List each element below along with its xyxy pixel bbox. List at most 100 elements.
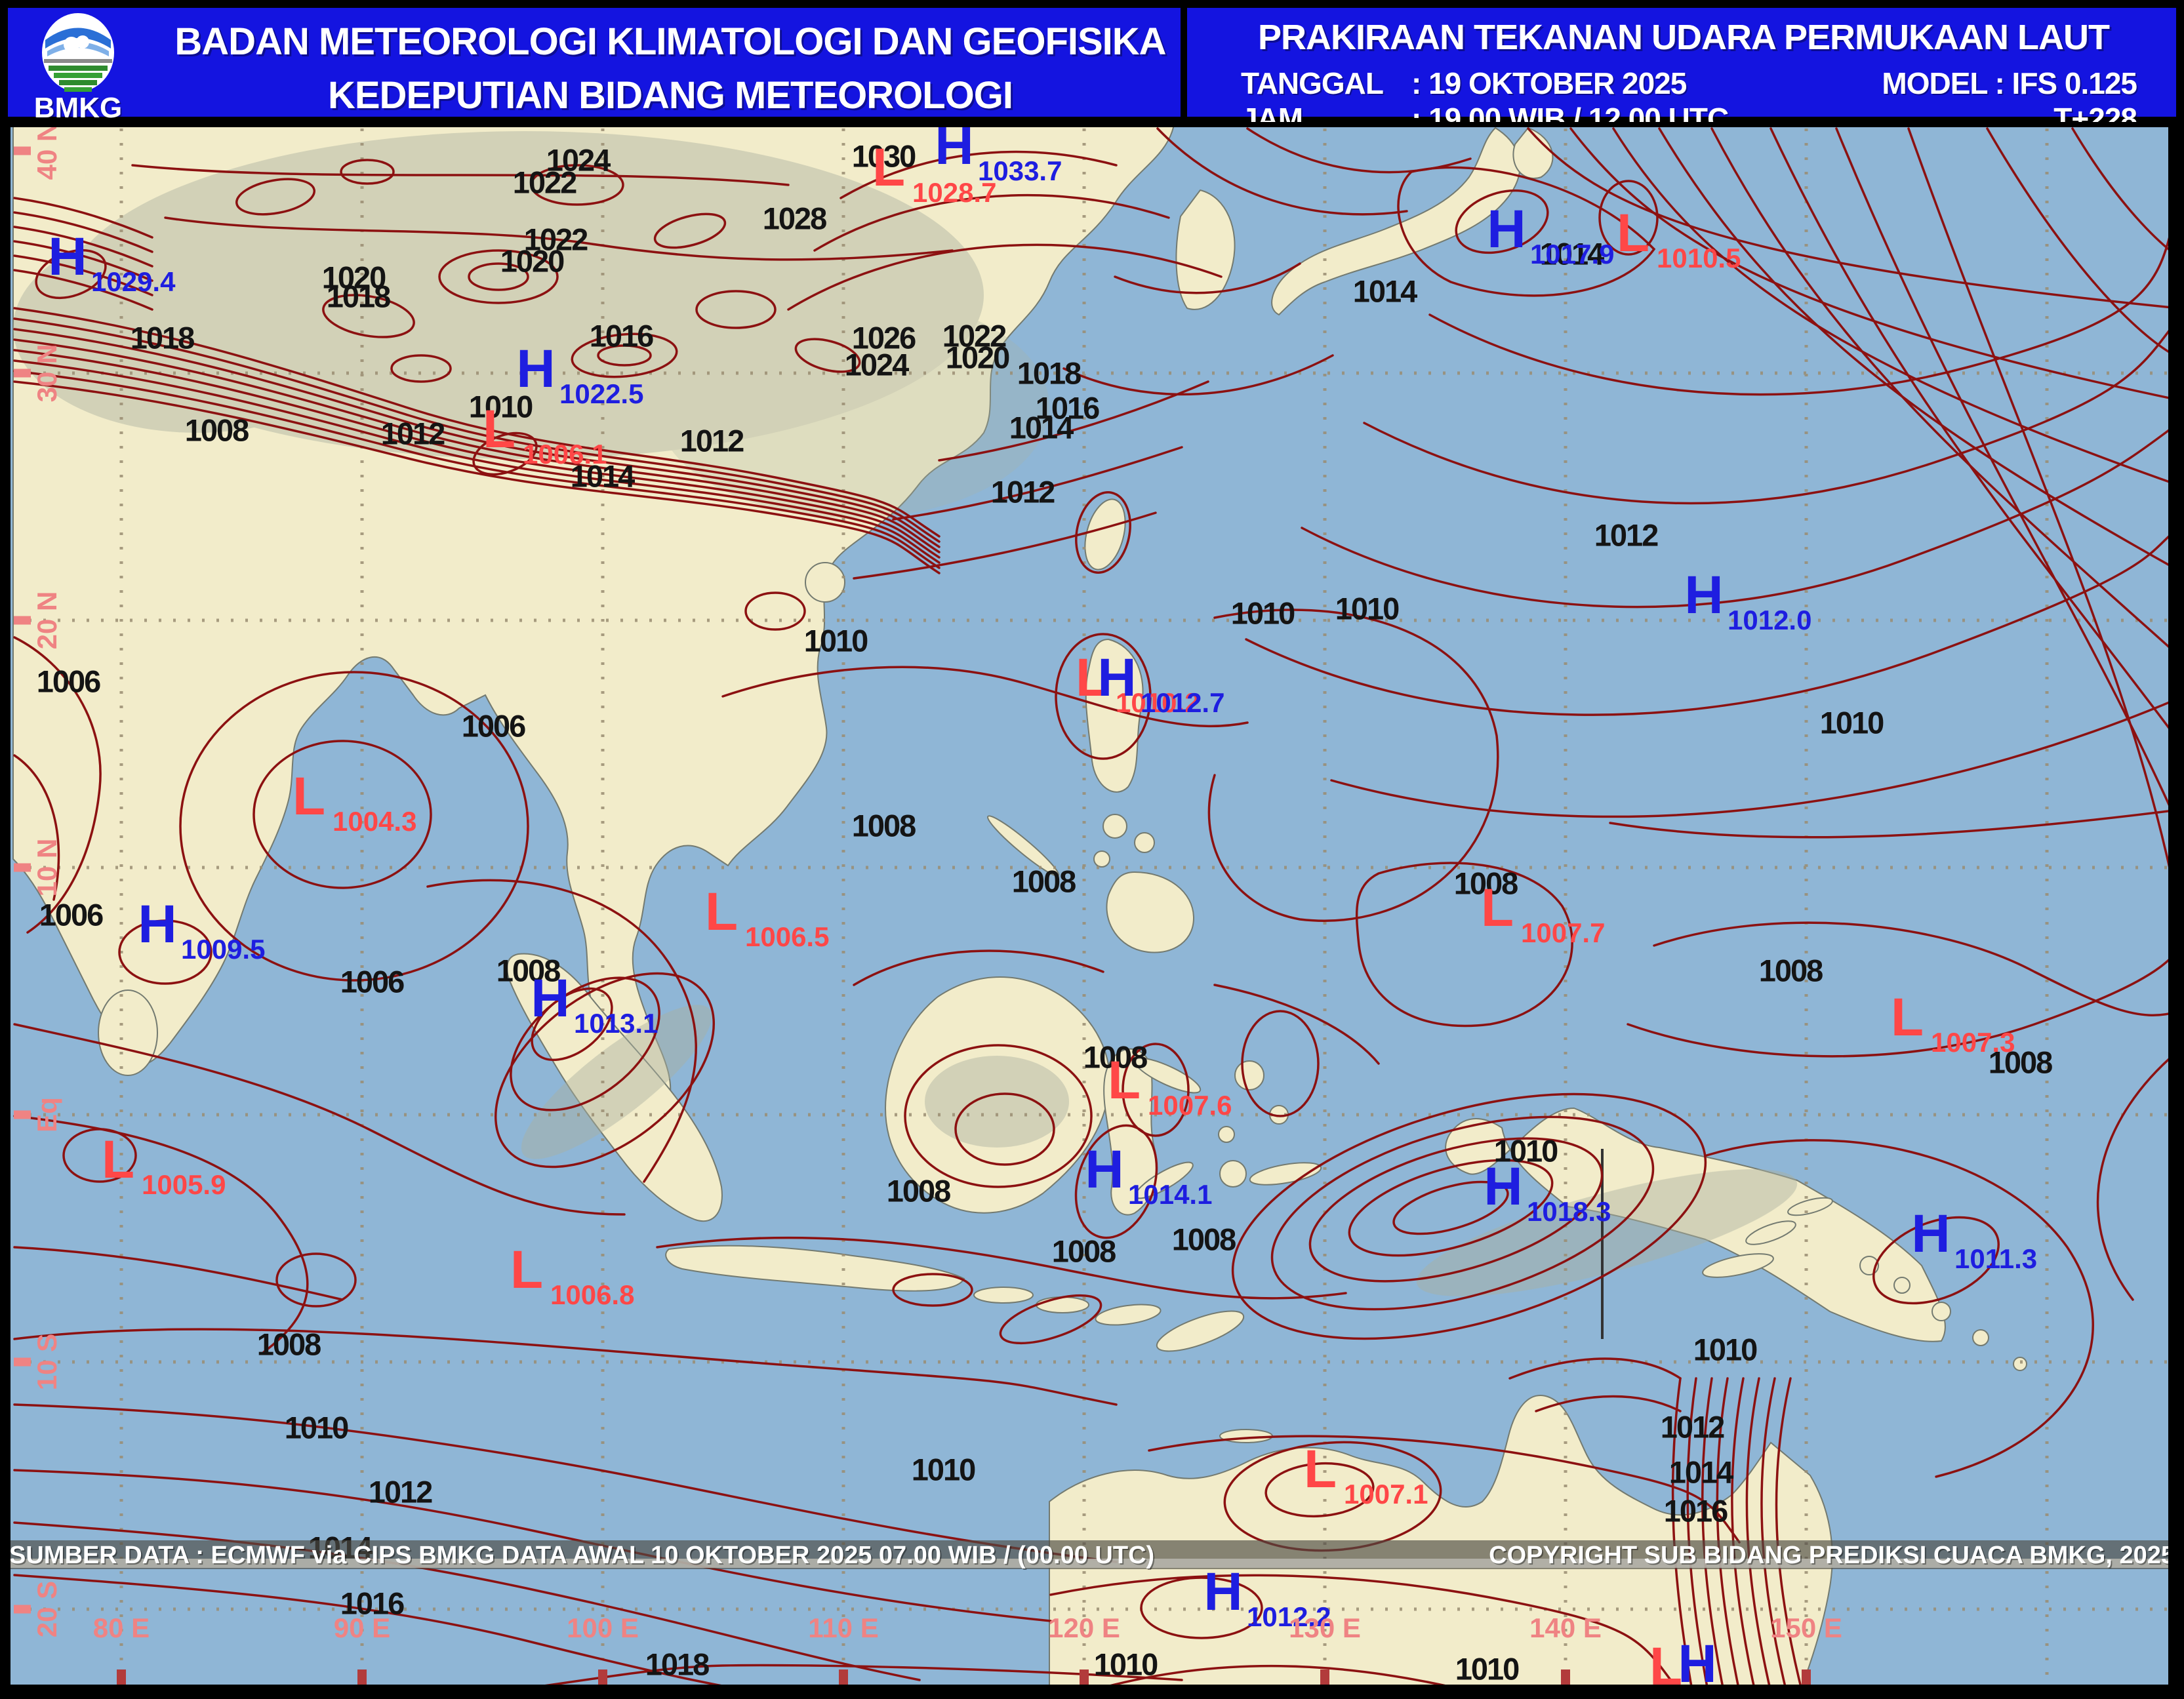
isobar-label: 1012: [990, 474, 1056, 510]
isobar-label: 1022: [523, 222, 589, 257]
low-marker: L: [1616, 203, 1650, 263]
coastline-java: [665, 1245, 965, 1292]
high-marker: H: [531, 969, 570, 1028]
low-marker: L: [1303, 1439, 1337, 1499]
low-value: 1028.7: [912, 177, 997, 208]
isobar-label: 1026: [851, 320, 917, 355]
basemap: [10, 127, 2168, 1685]
high-value: 1017.9: [1530, 239, 1615, 270]
isobar-label: 1008: [851, 808, 917, 843]
high-marker: H: [1911, 1204, 1951, 1264]
terrain-shading: [13, 131, 1798, 1296]
coastline-luzon: [1085, 638, 1144, 793]
latitude-label: 20 S: [31, 1580, 62, 1638]
isobar-label: 1016: [1663, 1493, 1729, 1529]
low-value: 1007.1: [1344, 1479, 1428, 1509]
isobar-label: 1030: [851, 138, 917, 174]
low-marker: L: [101, 1130, 135, 1189]
coastline-sakhalin: [1512, 127, 1554, 179]
isobar-label: 1008: [1083, 1039, 1148, 1075]
isobar-label: 1008: [886, 1173, 952, 1209]
grid-tick: [14, 1357, 31, 1367]
coastline-palawan: [986, 815, 1060, 877]
isobar-label: 1018: [326, 279, 392, 314]
coastline-sumatra: [506, 953, 723, 1222]
isobar-label: 1010: [284, 1410, 350, 1445]
grid-tick: [839, 1669, 848, 1685]
high-marker: H: [1678, 1634, 1717, 1690]
isobar-label: 1010: [1493, 1133, 1559, 1169]
graticule: [14, 129, 2168, 1685]
grid-tick: [1561, 1669, 1570, 1685]
grid-tick: [14, 863, 31, 872]
isobar-label: 1012: [679, 423, 745, 458]
logo-caption: BMKG: [33, 92, 123, 124]
date-row: TANGGAL: 19 OKTOBER 2025: [1241, 66, 1687, 101]
isobar-label: 1012: [1594, 517, 1659, 553]
low-marker: L: [1107, 1050, 1141, 1110]
low-marker: L: [292, 767, 326, 826]
isobar-label: 1010: [1335, 591, 1400, 626]
coastline-korea: [1175, 189, 1236, 310]
high-marker: H: [1203, 1562, 1243, 1622]
longitude-label: 100 E: [567, 1612, 639, 1643]
low-marker: L: [482, 399, 516, 459]
coastline-mindanao: [1106, 871, 1195, 953]
high-marker: H: [48, 227, 87, 287]
isobar-label: 1020: [500, 243, 565, 279]
high-value: 1012.2: [1247, 1601, 1331, 1632]
high-value: 1018.3: [1527, 1196, 1611, 1227]
coastline-hainan: [805, 562, 845, 603]
grid-tick: [1802, 1669, 1811, 1685]
high-marker: H: [1097, 648, 1137, 708]
isobar-label: 1020: [321, 260, 387, 295]
isobar-label: 1008: [1011, 864, 1077, 899]
grid-tick: [1320, 1669, 1329, 1685]
low-marker: L: [1890, 988, 1924, 1047]
low-marker: L: [1075, 648, 1109, 708]
high-marker: H: [1085, 1140, 1124, 1199]
isobars: [13, 127, 2168, 1685]
low-value: 1010.5: [1657, 243, 1741, 273]
isobar-label: 1006: [340, 964, 405, 999]
footer-strip: [10, 1559, 2168, 1568]
high-value: 1011.3: [1954, 1243, 2038, 1274]
latitude-label: 40 N: [31, 122, 62, 180]
coastline-japan: [1271, 127, 1521, 316]
low-marker: L: [510, 1240, 544, 1300]
isobar-label: 1010: [1455, 1651, 1520, 1687]
isobar-label: 1024: [546, 142, 611, 178]
landmasses: [12, 127, 2027, 1685]
grid-tick: [598, 1669, 607, 1685]
high-marker: H: [516, 339, 556, 399]
isobar-label: 1018: [1017, 355, 1082, 391]
isobar-label: 1014: [1539, 236, 1605, 271]
high-value: 1012.0: [1728, 605, 1812, 635]
isobar-label: 1016: [1035, 390, 1101, 426]
isobar-label: 1012: [380, 416, 446, 451]
map-annotations: 1024 1022 1030 1028 1022 1020 1020 1018 1018 1016…: [10, 122, 2168, 1690]
latitude-label: 10 N: [31, 838, 62, 897]
isobar-label: 1006: [39, 897, 104, 932]
isobar-label: 1010: [1230, 595, 1296, 631]
isobar-label: 1008: [1171, 1222, 1237, 1257]
low-value: 1006.5: [745, 921, 830, 952]
high-value: 1013.1: [574, 1008, 658, 1039]
high-value: 1029.4: [91, 266, 176, 297]
high-marker: H: [935, 122, 974, 176]
grid-tick: [14, 1605, 31, 1614]
high-value: 1009.5: [181, 934, 266, 965]
agency-name-line1: BADAN METEOROLOGI KLIMATOLOGI DAN GEOFIS…: [174, 20, 1166, 63]
isobar-label: 1020: [945, 340, 1011, 375]
map-inner: 1024 1022 1030 1028 1022 1020 1020 1018 1018 1016…: [10, 122, 2168, 1690]
isobar-label: 1010: [1093, 1647, 1159, 1682]
grid-tick: [357, 1669, 367, 1685]
isobar-label: 1014: [1352, 273, 1418, 309]
isobar-label: 1008: [1758, 953, 1824, 988]
isobar-label: 1014: [1668, 1454, 1734, 1490]
high-marker: H: [1684, 565, 1724, 625]
isobar-label: 1028: [762, 201, 828, 236]
low-value: 1004.3: [333, 806, 417, 837]
low-value: 1010.2: [1116, 687, 1200, 718]
low-value: 1005.9: [142, 1169, 226, 1200]
